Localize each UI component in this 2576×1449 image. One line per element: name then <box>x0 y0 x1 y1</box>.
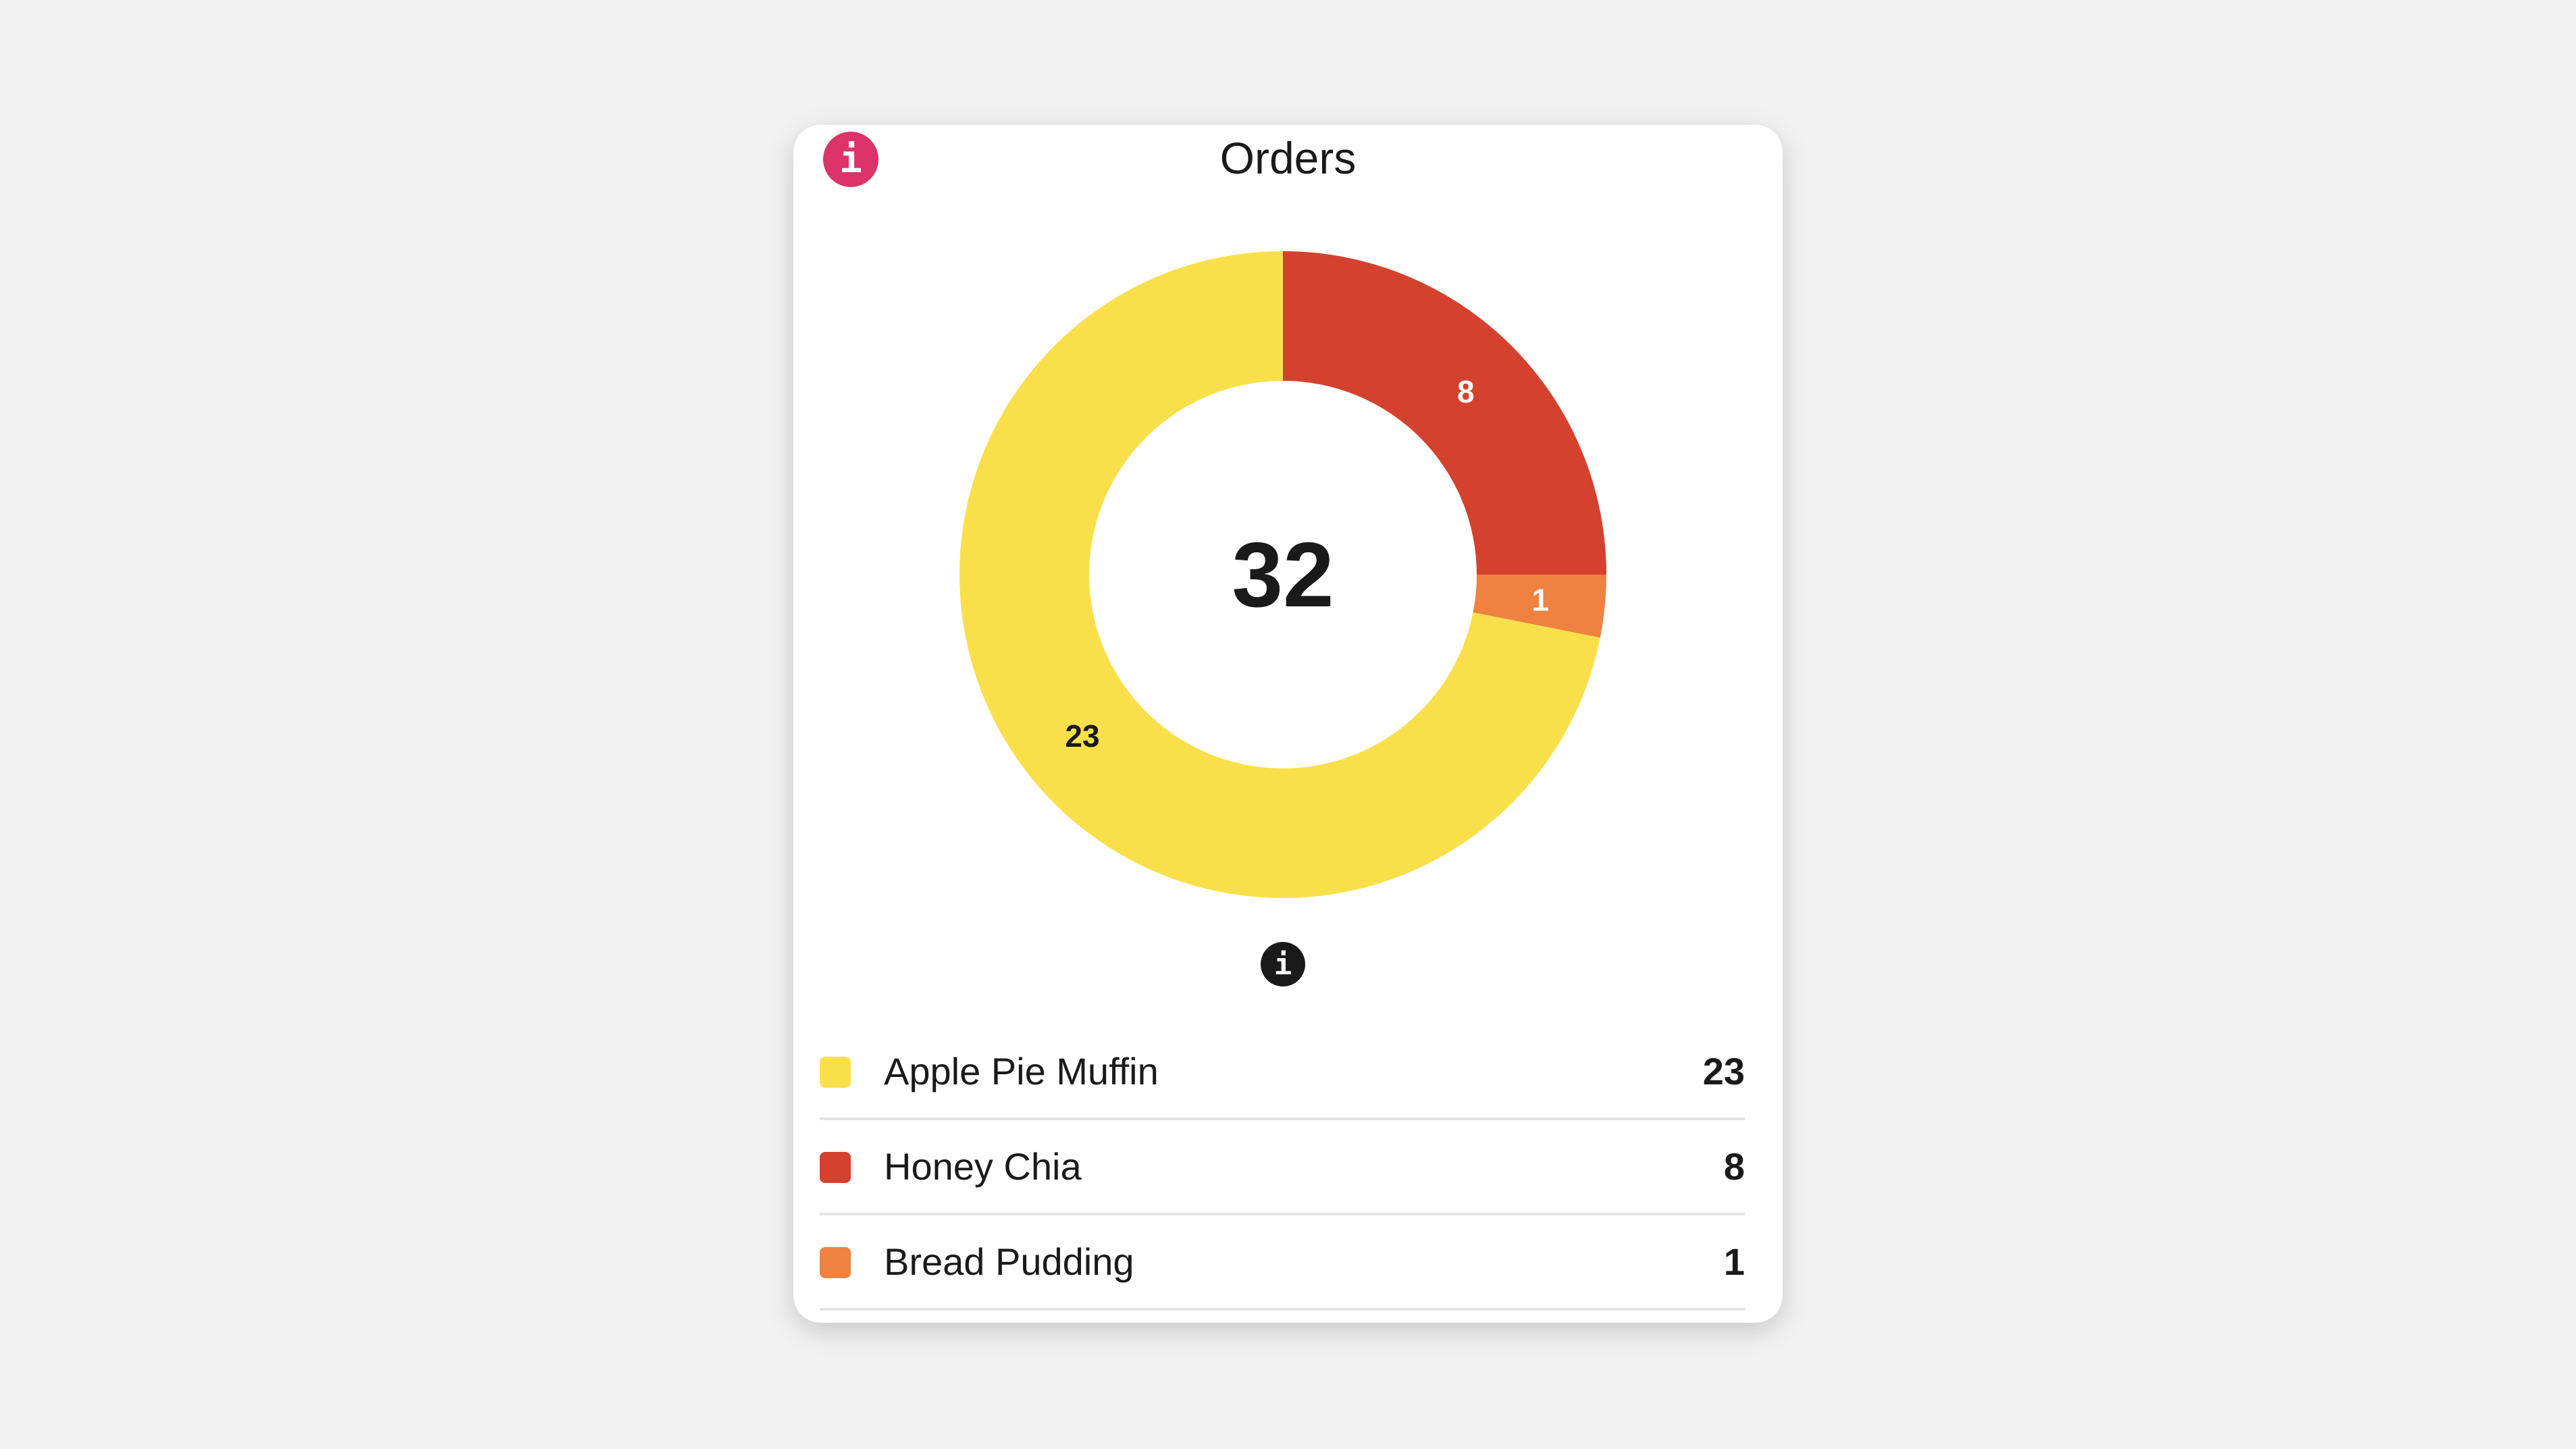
center-total: 32 <box>1232 523 1334 626</box>
legend-swatch <box>820 1247 851 1278</box>
card-title: Orders <box>1219 133 1357 183</box>
legend-label: Honey Chia <box>884 1145 1082 1188</box>
donut-slice-bread-pudding[interactable] <box>1473 575 1606 638</box>
divider <box>820 1117 1745 1120</box>
legend-row[interactable]: Apple Pie Muffin 23 <box>820 1025 1745 1120</box>
legend-label: Apple Pie Muffin <box>884 1050 1159 1092</box>
slice-data-label: 1 <box>1531 583 1549 618</box>
slice-data-label: 23 <box>1065 718 1099 754</box>
legend-swatch <box>820 1152 851 1183</box>
donut-slice-honey-chia[interactable] <box>1283 251 1606 575</box>
legend-swatch <box>820 1057 851 1088</box>
donut-slice-apple-pie-muffin[interactable] <box>959 251 1600 898</box>
info-icon[interactable]: i <box>1261 942 1305 986</box>
legend-value: 23 <box>1702 1050 1745 1092</box>
slice-data-label: 8 <box>1457 374 1475 409</box>
legend-row[interactable]: Honey Chia 8 <box>820 1120 1745 1215</box>
legend-value: 8 <box>1723 1145 1745 1188</box>
legend-value: 1 <box>1723 1240 1745 1283</box>
info-icon[interactable]: i <box>823 132 878 187</box>
divider <box>820 1213 1745 1215</box>
legend-row[interactable]: Bread Pudding 1 <box>820 1215 1745 1311</box>
divider <box>820 1308 1745 1311</box>
legend-label: Bread Pudding <box>884 1240 1134 1283</box>
